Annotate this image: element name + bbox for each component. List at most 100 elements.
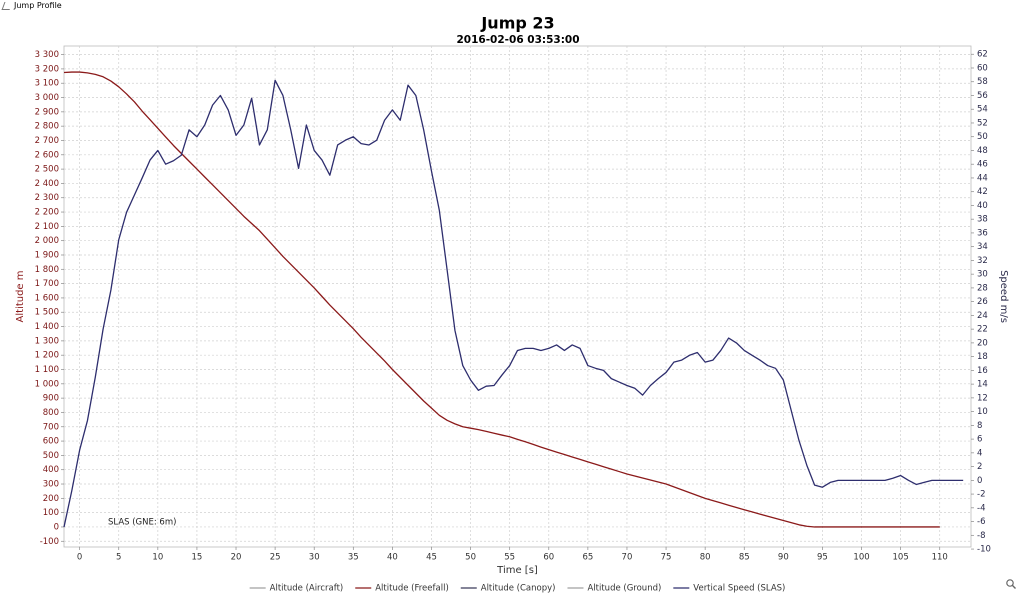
- y2-tick-label: 32: [977, 256, 988, 266]
- y-tick-label: 2 300: [35, 193, 59, 203]
- x-tick-label: 20: [231, 553, 242, 563]
- y-tick-label: 2 800: [35, 122, 59, 132]
- y-tick-label: 2 900: [35, 107, 59, 117]
- y2-tick-label: 18: [977, 352, 988, 362]
- y2-tick-label: 36: [977, 228, 988, 238]
- y-tick-label: 1 500: [35, 308, 59, 318]
- x-tick-label: 60: [543, 553, 554, 563]
- y-tick-label: 3 100: [35, 79, 59, 89]
- chart-subtitle: 2016-02-06 03:53:00: [456, 34, 579, 46]
- y-tick-label: 1 300: [35, 336, 59, 346]
- y2-tick-label: 2: [977, 462, 982, 472]
- y2-tick-label: 4: [977, 448, 982, 458]
- x-tick-label: 50: [465, 553, 476, 563]
- y2-tick-label: 40: [977, 201, 988, 211]
- legend-item: Altitude (Freefall): [355, 584, 449, 594]
- y2-tick-label: -4: [977, 503, 985, 513]
- y-tick-label: -100: [40, 537, 59, 547]
- x-tick-label: 35: [348, 553, 359, 563]
- y-tick-label: 1 700: [35, 279, 59, 289]
- y-tick-label: 1 100: [35, 365, 59, 375]
- y-tick-label: 1 000: [35, 379, 59, 389]
- y2-tick-label: 16: [977, 366, 988, 376]
- y-tick-label: 3 200: [35, 64, 59, 74]
- y2-axis-label: Speed m/s: [998, 270, 1009, 323]
- plot-area: [63, 45, 972, 548]
- chart-title: Jump 23: [480, 14, 554, 33]
- y-tick-label: 300: [43, 480, 59, 490]
- y-tick-label: 900: [43, 394, 59, 404]
- x-tick-label: 80: [700, 553, 711, 563]
- y-tick-label: 1 900: [35, 250, 59, 260]
- y-tick-label: 400: [43, 465, 59, 475]
- magnifier-icon[interactable]: [1006, 579, 1016, 589]
- y-tick-label: 3 300: [35, 50, 59, 60]
- x-tick-label: 65: [582, 553, 593, 563]
- y2-tick-label: 50: [977, 132, 988, 142]
- x-tick-label: 75: [661, 553, 672, 563]
- legend-label: Altitude (Aircraft): [270, 584, 344, 594]
- x-tick-label: 70: [622, 553, 633, 563]
- series-line: [63, 79, 964, 528]
- y-tick-label: 600: [43, 437, 59, 447]
- annotation: SLAS (GNE: 6m): [108, 518, 176, 528]
- y2-tick-label: 26: [977, 297, 988, 307]
- y2-tick-label: 20: [977, 338, 988, 348]
- x-tick-label: 25: [270, 553, 281, 563]
- y-tick-label: 1 600: [35, 293, 59, 303]
- y2-tick-label: -2: [977, 490, 985, 500]
- y-tick-label: 800: [43, 408, 59, 418]
- y-tick-label: 500: [43, 451, 59, 461]
- y-tick-label: 1 800: [35, 265, 59, 275]
- y-tick-label: 2 700: [35, 136, 59, 146]
- x-tick-label: 5: [116, 553, 121, 563]
- x-tick-label: 10: [152, 553, 163, 563]
- y2-tick-label: 6: [977, 435, 982, 445]
- y2-tick-label: 24: [977, 311, 988, 321]
- x-tick-label: 95: [817, 553, 828, 563]
- y2-tick-label: 54: [977, 105, 988, 115]
- legend: Altitude (Aircraft) Altitude (Freefall) Al…: [249, 584, 785, 594]
- y2-tick-label: -8: [977, 531, 985, 541]
- y2-tick-label: -10: [977, 545, 991, 555]
- y-tick-label: 2 200: [35, 208, 59, 218]
- x-tick-label: 40: [387, 553, 398, 563]
- y2-tick-label: 62: [977, 50, 988, 60]
- window-title-bar: Jump Profile: [0, 0, 1024, 12]
- y2-tick-label: 14: [977, 380, 988, 390]
- legend-item: Altitude (Aircraft): [249, 584, 344, 594]
- y-tick-label: 3 000: [35, 93, 59, 103]
- y-axis-label: Altitude m: [15, 271, 26, 323]
- x-tick-label: 100: [853, 553, 869, 563]
- y2-tick-label: 10: [977, 407, 988, 417]
- legend-label: Altitude (Ground): [587, 584, 661, 594]
- y2-tick-label: 46: [977, 160, 988, 170]
- y-tick-label: 2 000: [35, 236, 59, 246]
- x-tick-label: 90: [778, 553, 789, 563]
- x-tick-label: 85: [739, 553, 750, 563]
- legend-item: Vertical Speed (SLAS): [673, 584, 785, 594]
- y-tick-label: 700: [43, 422, 59, 432]
- y2-tick-label: -6: [977, 517, 985, 527]
- y2-tick-label: 38: [977, 215, 988, 225]
- y-tick-label: 1 200: [35, 351, 59, 361]
- legend-label: Altitude (Canopy): [481, 584, 556, 594]
- y-tick-label: 2 100: [35, 222, 59, 232]
- y-tick-label: 2 500: [35, 165, 59, 175]
- y2-tick-label: 58: [977, 77, 988, 87]
- y2-tick-label: 42: [977, 187, 988, 197]
- x-tick-label: 55: [504, 553, 515, 563]
- series-line: [63, 71, 940, 528]
- x-axis-label: Time [s]: [496, 565, 538, 576]
- x-tick-label: 45: [426, 553, 437, 563]
- legend-label: Altitude (Freefall): [375, 584, 449, 594]
- chart: Jump 23 2016-02-06 03:53:00 -100 0 100 200 3…: [0, 12, 1024, 598]
- y-tick-label: 2 600: [35, 150, 59, 160]
- y-tick-label: 200: [43, 494, 59, 504]
- x-tick-label: 0: [77, 553, 82, 563]
- y2-tick-label: 48: [977, 146, 988, 156]
- y-tick-label: 100: [43, 508, 59, 518]
- y2-tick-label: 30: [977, 270, 988, 280]
- y2-tick-label: 12: [977, 393, 988, 403]
